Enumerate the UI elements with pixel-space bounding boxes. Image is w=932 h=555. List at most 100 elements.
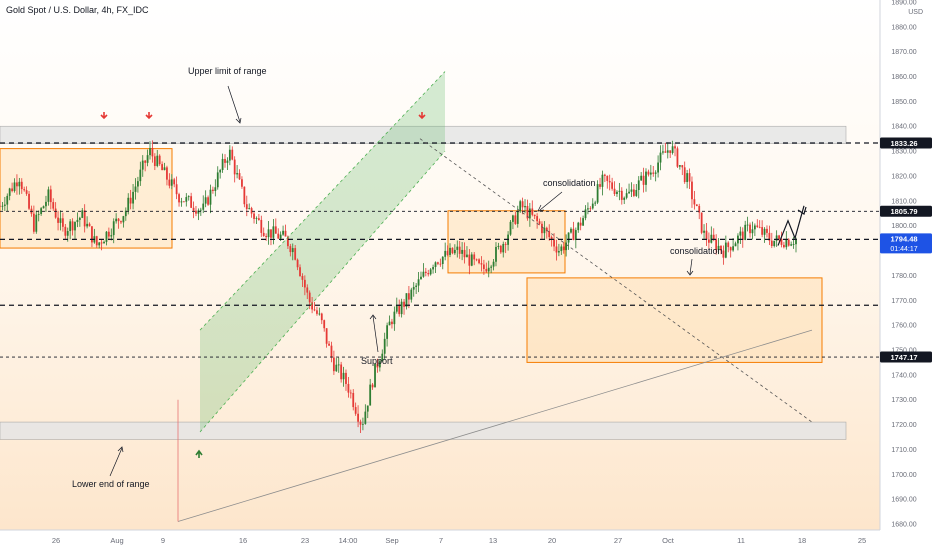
candle-body: [277, 233, 280, 239]
candle-body: [700, 212, 703, 233]
candle: [444, 242, 447, 261]
candle-body: [180, 201, 183, 203]
candle: [753, 223, 756, 237]
candle-body: [572, 228, 575, 240]
y-tick-label: 1800.00: [891, 223, 916, 230]
candle-body: [6, 195, 9, 205]
candle-body: [253, 213, 255, 219]
candle: [137, 176, 139, 193]
candle: [233, 156, 236, 183]
y-tick-label: 1770.00: [891, 298, 916, 305]
candle: [524, 199, 526, 214]
candle-body: [545, 227, 548, 232]
candle-body: [659, 152, 662, 163]
candle-body: [122, 216, 125, 223]
candle-body: [132, 191, 134, 204]
x-tick-label: 18: [798, 536, 806, 545]
time-axis: [0, 530, 932, 550]
candle: [1, 202, 4, 211]
candle: [664, 142, 667, 153]
candle-body: [628, 191, 630, 194]
candle: [700, 212, 703, 235]
candle-body: [579, 222, 582, 226]
price-badge-label: 1794.48: [890, 235, 917, 244]
candle-body: [219, 170, 222, 173]
candle-body: [429, 269, 432, 275]
candle: [398, 299, 401, 317]
candle-body: [630, 189, 633, 192]
candle-body: [236, 173, 239, 175]
candle: [434, 261, 437, 274]
candle: [325, 328, 328, 348]
candle-body: [366, 405, 369, 412]
candle: [707, 232, 710, 250]
candle-body: [255, 218, 258, 219]
candle-body: [393, 311, 396, 325]
candle-body: [105, 231, 108, 242]
candle-body: [407, 293, 410, 300]
candle: [429, 267, 432, 276]
candle-body: [664, 151, 667, 153]
candle: [204, 190, 207, 208]
candle: [618, 182, 621, 201]
candle-body: [560, 246, 563, 252]
candle-body: [437, 262, 439, 264]
candle: [541, 221, 543, 239]
candle-body: [606, 175, 609, 181]
y-tick-label: 1680.00: [891, 522, 916, 529]
candle: [657, 155, 659, 178]
candle-body: [376, 363, 379, 368]
candle: [272, 219, 275, 245]
candle-body: [306, 287, 309, 293]
candle: [662, 144, 664, 155]
x-tick-label: 14:00: [339, 536, 358, 545]
candle: [715, 234, 718, 255]
y-tick-label: 1700.00: [891, 472, 916, 479]
candle: [449, 243, 451, 258]
candle-body: [676, 148, 679, 167]
candle: [11, 182, 13, 193]
candle: [354, 402, 357, 416]
candle: [369, 378, 372, 406]
candle-body: [78, 217, 81, 220]
candle: [451, 247, 454, 255]
candle: [117, 218, 120, 229]
candle: [391, 318, 393, 329]
candle: [345, 369, 347, 391]
candle-body: [83, 210, 86, 227]
y-tick-label: 1860.00: [891, 74, 916, 81]
candle: [381, 349, 384, 362]
candle: [504, 241, 507, 254]
candle: [195, 206, 197, 217]
candle: [81, 208, 84, 219]
candle: [236, 165, 239, 179]
candle-body: [487, 267, 490, 272]
candle-body: [521, 201, 524, 208]
candle-body: [357, 413, 359, 422]
candle-body: [403, 301, 405, 307]
candle: [294, 245, 297, 261]
candle: [671, 140, 674, 155]
candle: [669, 150, 672, 158]
candle-body: [417, 279, 420, 286]
candle: [514, 211, 517, 225]
symbol-title: Gold Spot / U.S. Dollar, 4h, FX_IDC: [6, 5, 149, 15]
candle-body: [509, 221, 512, 235]
candle-body: [76, 219, 79, 223]
candle-body: [47, 189, 50, 202]
candle-body: [584, 209, 587, 219]
candle-body: [717, 245, 720, 251]
candle-body: [567, 232, 570, 243]
candle: [49, 185, 52, 210]
candle-body: [439, 263, 442, 265]
candle-body: [749, 224, 751, 234]
candle: [502, 241, 505, 258]
candle-body: [712, 234, 715, 240]
candle-body: [669, 150, 672, 153]
candle: [98, 241, 101, 249]
candle-body: [400, 301, 403, 315]
pointer-line: [227, 85, 241, 123]
candle: [739, 226, 742, 244]
